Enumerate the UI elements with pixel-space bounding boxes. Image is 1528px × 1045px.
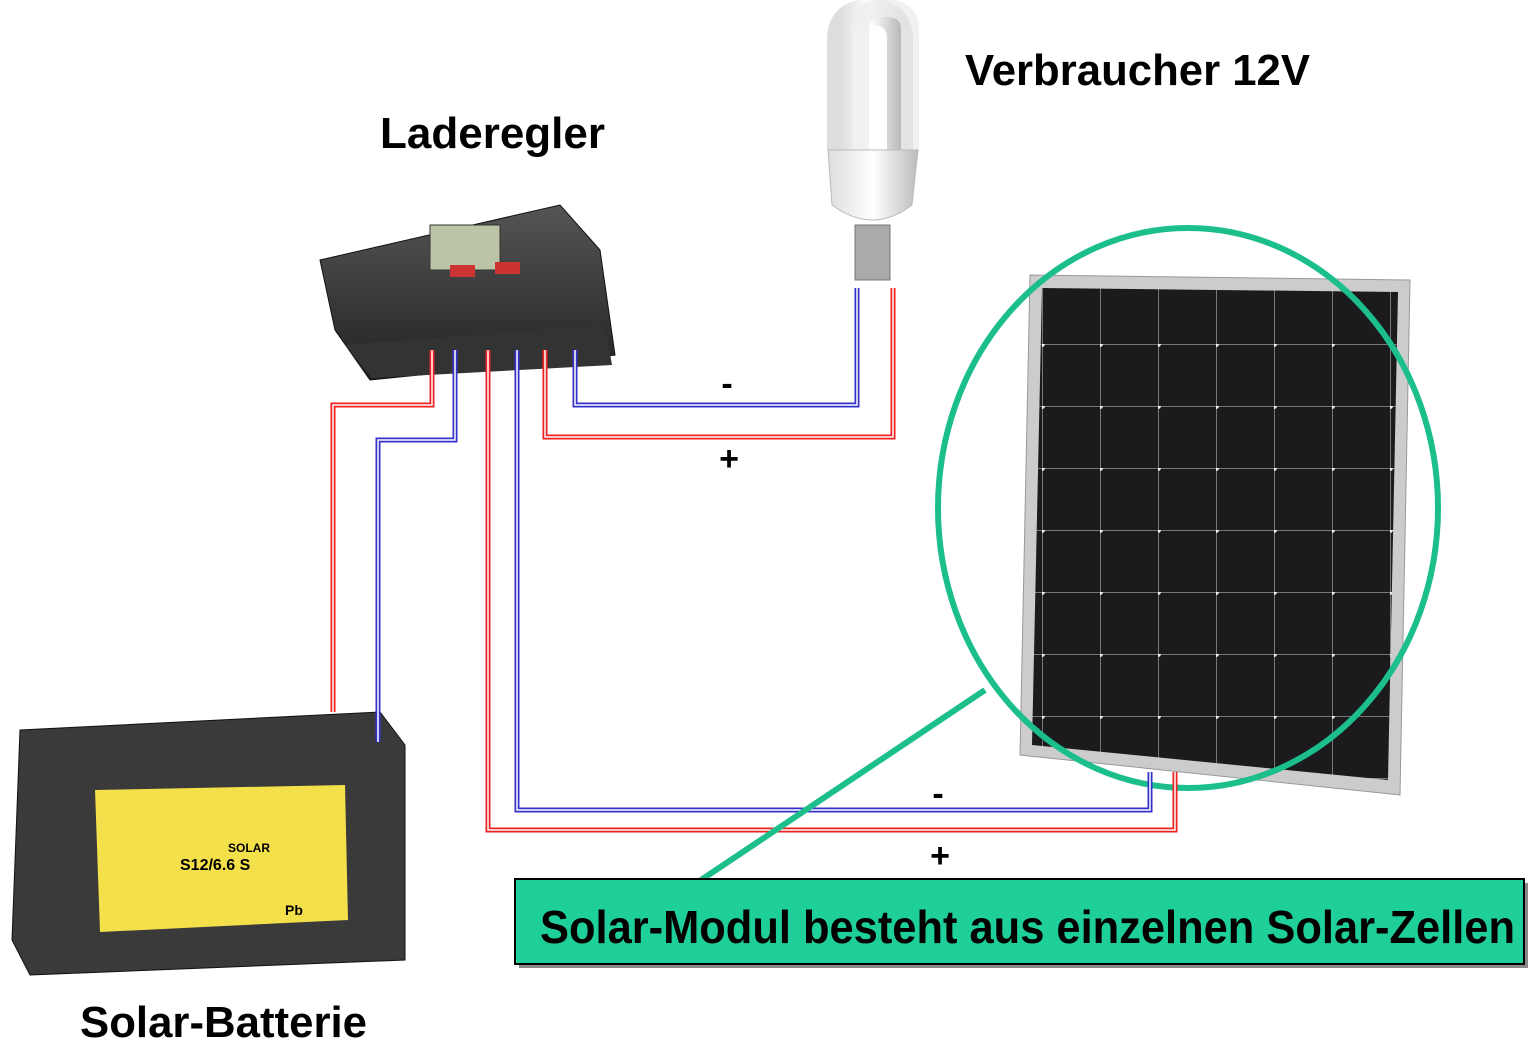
module-plus: + — [930, 837, 950, 875]
callout-text: Solar-Modul besteht aus einzelnen Solar-… — [540, 901, 1515, 953]
battery-chem: Pb — [285, 902, 303, 918]
load-minus: - — [721, 365, 732, 403]
module-minus: - — [932, 775, 943, 813]
battery: SOLAR S12/6.6 S Pb — [12, 712, 405, 975]
battery-brand: SOLAR — [228, 841, 270, 855]
load-label: Verbraucher 12V — [965, 46, 1311, 95]
load-plus: + — [719, 440, 739, 478]
diagram: SOLAR S12/6.6 S Pb - + - + Solar-Modul b… — [0, 0, 1528, 1045]
controller-label: Laderegler — [380, 109, 605, 158]
battery-label: Solar-Batterie — [80, 998, 367, 1045]
battery-model: S12/6.6 S — [180, 857, 251, 874]
bulb — [828, 8, 918, 280]
charge-controller — [320, 205, 615, 380]
